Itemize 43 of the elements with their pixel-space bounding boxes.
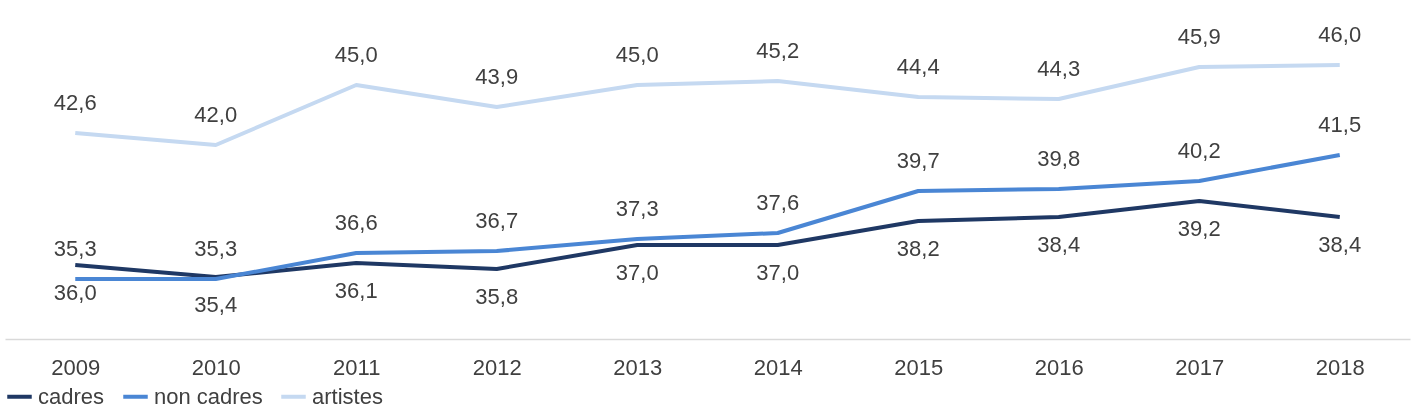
data-label: 37,6 [756,190,800,215]
x-tick-label: 2016 [1034,354,1084,380]
data-label: 35,3 [194,236,238,261]
data-label: 39,2 [1177,216,1221,241]
data-label: 44,3 [1037,56,1081,81]
data-label: 38,2 [896,236,940,261]
x-tick-label: 2013 [613,354,663,380]
legend-label: non cadres [154,383,263,409]
data-label: 35,8 [475,284,519,309]
data-label: 43,9 [475,64,519,89]
data-label: 38,4 [1037,232,1081,257]
data-label: 36,7 [475,208,519,233]
data-label: 37,3 [615,196,659,221]
data-label: 37,0 [756,260,800,285]
data-label: 45,0 [615,42,659,67]
data-label: 42,6 [53,90,97,115]
data-label: 35,4 [194,292,238,317]
data-label: 39,7 [896,148,940,173]
x-tick-label: 2015 [894,354,944,380]
data-label: 45,0 [334,42,378,67]
data-label: 40,2 [1177,138,1221,163]
data-label: 44,4 [896,54,940,79]
data-label: 36,6 [334,210,378,235]
data-label: 42,0 [194,102,238,127]
data-label: 41,5 [1318,112,1362,137]
x-tick-label: 2017 [1175,354,1225,380]
data-label: 45,2 [756,38,800,63]
x-tick-label: 2012 [472,354,522,380]
data-label: 35,3 [53,236,97,261]
data-label: 45,9 [1177,24,1221,49]
data-label: 36,0 [53,280,97,305]
x-tick-label: 2009 [51,354,101,380]
data-label: 37,0 [615,260,659,285]
data-label: 36,1 [334,278,378,303]
data-label: 38,4 [1318,232,1362,257]
x-tick-label: 2010 [191,354,241,380]
legend-label: cadres [38,383,105,409]
x-tick-label: 2011 [333,354,381,380]
data-label: 39,8 [1037,146,1081,171]
x-tick-label: 2014 [753,354,803,380]
data-label: 46,0 [1318,22,1362,47]
x-tick-label: 2018 [1315,354,1365,380]
legend-label: artistes [312,383,383,409]
